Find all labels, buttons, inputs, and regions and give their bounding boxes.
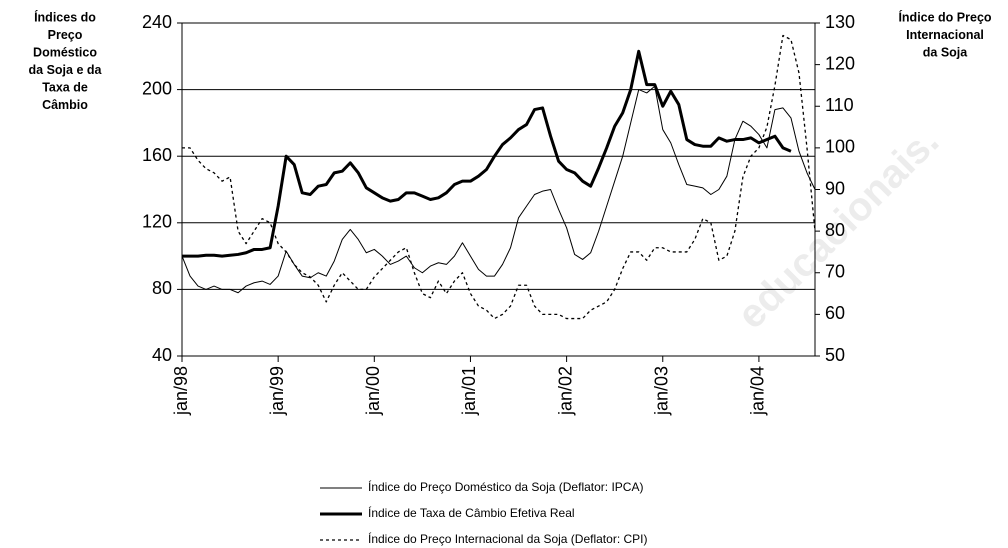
x-tick-label: jan/98 — [171, 366, 191, 416]
y2-tick-label: 60 — [825, 303, 845, 323]
y2-axis-title: Internacional — [906, 28, 984, 42]
y2-axis-title: Índice do Preço — [898, 9, 991, 24]
x-tick-label: jan/03 — [652, 366, 672, 416]
y-axis-title: da Soja e da — [29, 63, 103, 77]
y2-tick-label: 80 — [825, 220, 845, 240]
y-axis-title: Preço — [48, 28, 83, 42]
legend-label: Índice do Preço Doméstico da Soja (Defla… — [368, 479, 643, 494]
y-tick-label: 240 — [142, 12, 172, 32]
series-line — [182, 34, 816, 320]
x-tick-label: jan/04 — [748, 366, 768, 416]
y-tick-label: 80 — [152, 278, 172, 298]
y2-tick-label: 70 — [825, 262, 845, 282]
y2-tick-label: 130 — [825, 12, 855, 32]
y-axis-title: Taxa de — [42, 80, 88, 94]
x-tick-label: jan/01 — [459, 366, 479, 416]
y2-tick-label: 90 — [825, 178, 845, 198]
y2-tick-label: 100 — [825, 137, 855, 157]
x-tick-label: jan/00 — [363, 366, 383, 416]
y-axis-title: Câmbio — [42, 98, 88, 112]
series-line — [181, 85, 816, 294]
y-tick-label: 160 — [142, 145, 172, 165]
x-tick-label: jan/99 — [267, 366, 287, 416]
y-axis-title: Índices do — [34, 9, 96, 24]
legend-label: Índice de Taxa de Câmbio Efetiva Real — [368, 505, 575, 520]
x-tick-label: jan/02 — [555, 366, 575, 416]
y-tick-label: 40 — [152, 345, 172, 365]
series-line — [182, 49, 792, 258]
y-tick-label: 200 — [142, 78, 172, 98]
y2-tick-label: 50 — [825, 345, 845, 365]
y2-tick-label: 110 — [825, 95, 854, 115]
y-tick-label: 120 — [142, 212, 172, 232]
legend-label: Índice do Preço Internacional da Soja (D… — [368, 531, 647, 546]
y2-tick-label: 120 — [825, 53, 855, 73]
y2-axis-title: da Soja — [923, 45, 969, 59]
y-axis-title: Doméstico — [33, 45, 97, 59]
